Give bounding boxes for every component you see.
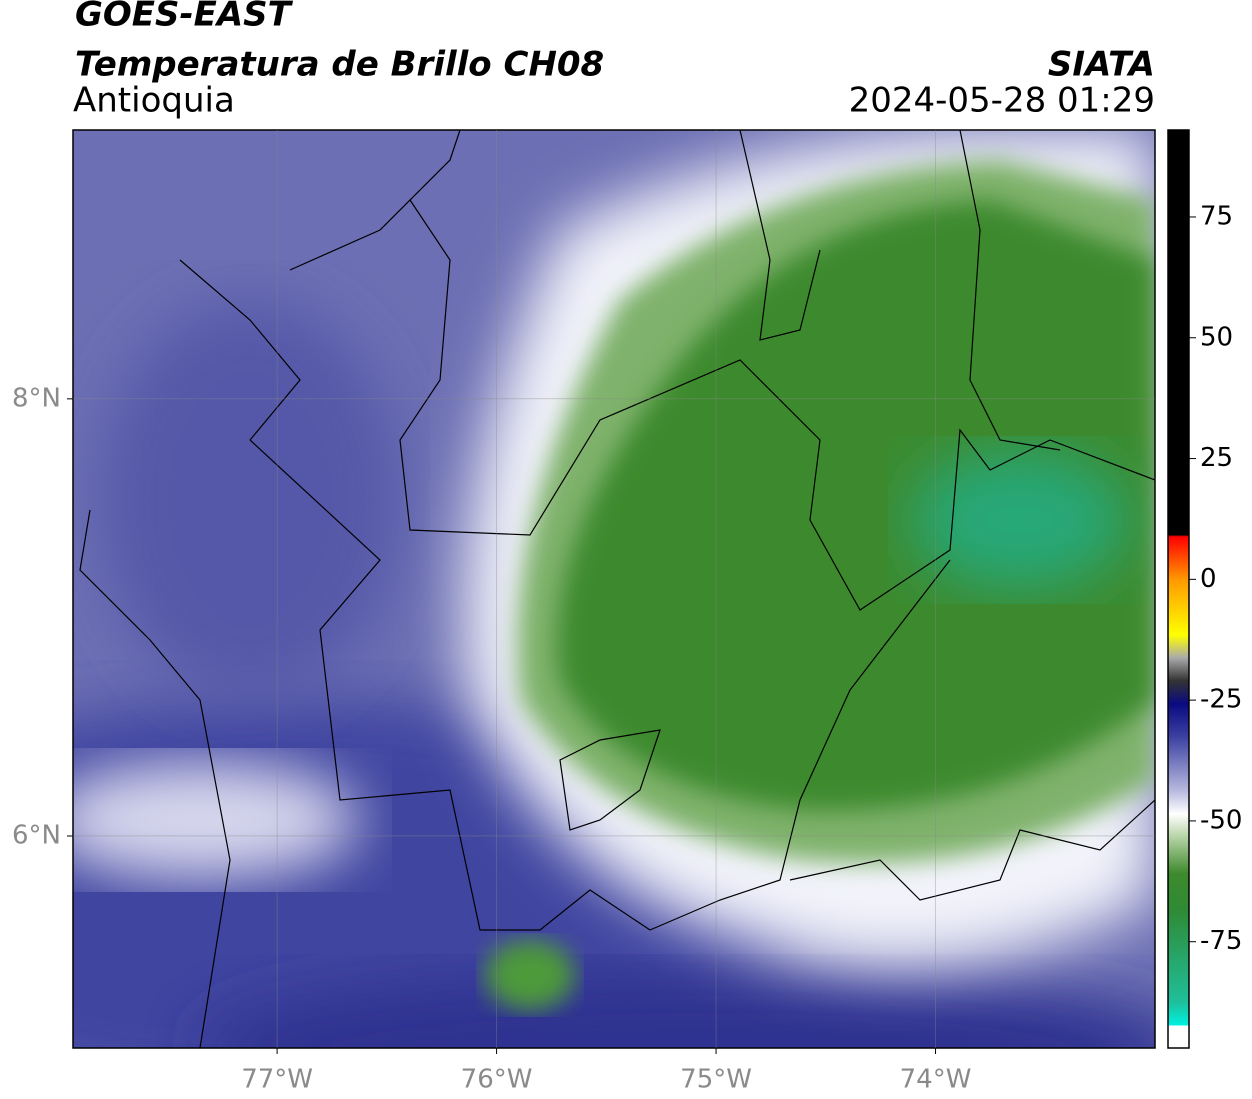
region: Antioquia bbox=[73, 81, 235, 121]
x-tick-label: 75°W bbox=[680, 1065, 752, 1095]
colorbar-tick-label: -75 bbox=[1200, 926, 1242, 956]
map-frame bbox=[72, 129, 1156, 1049]
source: SIATA bbox=[1048, 45, 1155, 85]
colorbar-tick-label: 0 bbox=[1200, 564, 1217, 594]
colorbar-tick-label: -50 bbox=[1200, 805, 1242, 835]
colorbar bbox=[1167, 129, 1190, 1049]
colorbar-tick-label: 50 bbox=[1200, 322, 1233, 352]
timestamp: 2024-05-28 01:29 bbox=[849, 81, 1155, 121]
title: GOES-EAST bbox=[75, 0, 294, 35]
colorbar-tick-label: 25 bbox=[1200, 443, 1233, 473]
x-tick-label: 76°W bbox=[461, 1065, 533, 1095]
x-tick-label: 77°W bbox=[241, 1065, 313, 1095]
colorbar-tick-label: -25 bbox=[1200, 685, 1242, 715]
boundaries bbox=[79, 130, 1155, 1048]
satellite-image bbox=[73, 130, 1155, 1048]
y-tick-label: 6°N bbox=[12, 820, 61, 850]
y-tick-label: 8°N bbox=[12, 383, 61, 413]
subtitle: Temperatura de Brillo CH08 bbox=[75, 45, 604, 85]
colorbar-tick-label: 75 bbox=[1200, 201, 1233, 231]
x-tick-label: 74°W bbox=[900, 1065, 972, 1095]
